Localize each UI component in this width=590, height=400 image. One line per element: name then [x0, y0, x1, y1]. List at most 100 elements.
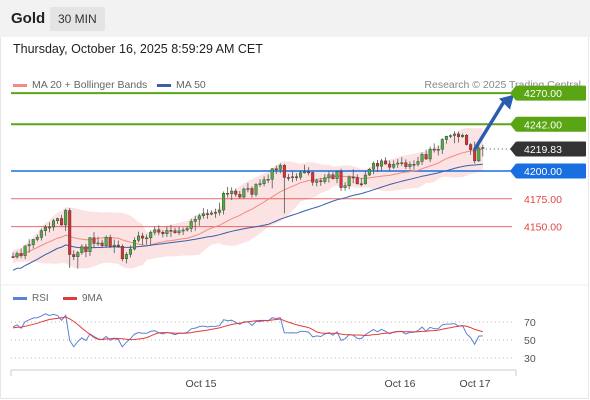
candle-body	[80, 246, 84, 253]
candle-body	[104, 237, 108, 246]
candle	[323, 174, 327, 184]
ma9-swatch	[63, 296, 77, 300]
candle-body	[327, 174, 331, 179]
candle-body	[47, 226, 51, 229]
candle-body	[371, 163, 375, 170]
candle-body	[197, 215, 201, 220]
candle-body	[222, 193, 226, 211]
candle	[440, 138, 444, 154]
candle	[100, 239, 104, 249]
level-tag	[516, 141, 586, 157]
x-tick-label: Oct 16	[385, 378, 416, 390]
candle-body	[141, 235, 145, 239]
candle	[96, 236, 100, 247]
candle	[376, 159, 380, 173]
candle	[355, 174, 359, 185]
candle-body	[173, 230, 177, 233]
candle	[88, 237, 92, 256]
candle-body	[400, 162, 404, 164]
candle-body	[84, 246, 88, 252]
timeframe-button[interactable]: 30 MIN	[50, 7, 105, 31]
candle-body	[15, 253, 19, 258]
candle-body	[124, 254, 128, 260]
candle	[205, 209, 209, 219]
candle	[92, 232, 96, 248]
level-tag-pointer	[510, 116, 516, 132]
candle-body	[331, 174, 335, 179]
candle-body	[161, 231, 165, 234]
candle-body	[278, 165, 282, 170]
candle	[230, 187, 234, 201]
candle	[327, 171, 331, 183]
candle-body	[335, 171, 339, 179]
candle	[343, 182, 347, 191]
candle-body	[27, 244, 31, 247]
candle-body	[424, 154, 428, 160]
candle	[213, 208, 217, 218]
rsi-tick-label: 50	[524, 335, 536, 347]
candle	[47, 222, 51, 233]
candle	[457, 131, 461, 143]
candle	[27, 239, 31, 253]
candle	[161, 230, 165, 238]
candle-body	[145, 237, 149, 240]
candle	[380, 158, 384, 171]
rsi-tick-label: 70	[524, 317, 536, 329]
level-value: 4270.00	[524, 88, 562, 100]
candle-body	[270, 168, 274, 180]
candle	[234, 188, 238, 197]
candle-body	[11, 256, 15, 258]
candle	[299, 170, 303, 180]
candle	[165, 226, 169, 237]
candle-body	[299, 172, 303, 178]
candle	[319, 178, 323, 186]
candle-body	[452, 133, 456, 136]
rsi-label: RSI	[32, 293, 49, 304]
candle	[412, 160, 416, 170]
candle-body	[120, 246, 124, 260]
candle	[428, 146, 432, 163]
level-label-pivot: 4200.00	[510, 163, 586, 179]
candle-body	[384, 160, 388, 165]
candle-body	[274, 168, 278, 170]
candle	[72, 250, 76, 261]
candle-body	[416, 161, 420, 165]
candle-body	[56, 218, 60, 221]
candle	[367, 167, 371, 177]
candle	[222, 191, 226, 215]
candle	[39, 228, 43, 241]
candle-body	[282, 165, 286, 178]
candle	[197, 213, 201, 226]
candle-body	[76, 252, 80, 257]
candle	[132, 237, 136, 251]
candle	[60, 215, 64, 226]
level-tag	[516, 116, 586, 132]
candle	[436, 145, 440, 156]
candle	[68, 208, 72, 269]
ma20-swatch	[13, 83, 27, 87]
candle-body	[246, 188, 250, 190]
candle-body	[315, 180, 319, 183]
candle-body	[31, 239, 35, 245]
candle	[282, 163, 286, 214]
candle-body	[258, 183, 262, 185]
candle-body	[68, 210, 72, 255]
candle-body	[100, 242, 104, 246]
candle	[141, 232, 145, 246]
candle-body	[230, 190, 234, 194]
candle	[404, 159, 408, 170]
candle-body	[380, 160, 384, 167]
candle	[274, 165, 278, 175]
level-value: 4150.00	[524, 222, 562, 234]
candle-body	[242, 188, 246, 198]
level-tag-pointer	[510, 85, 516, 101]
candle	[19, 248, 23, 259]
candle-body	[376, 163, 380, 167]
candle-body	[392, 163, 396, 168]
candle	[461, 133, 465, 138]
rsi-line	[12, 313, 483, 348]
level-value: 4200.00	[524, 166, 562, 178]
candle	[408, 161, 412, 170]
candle-body	[218, 209, 222, 213]
